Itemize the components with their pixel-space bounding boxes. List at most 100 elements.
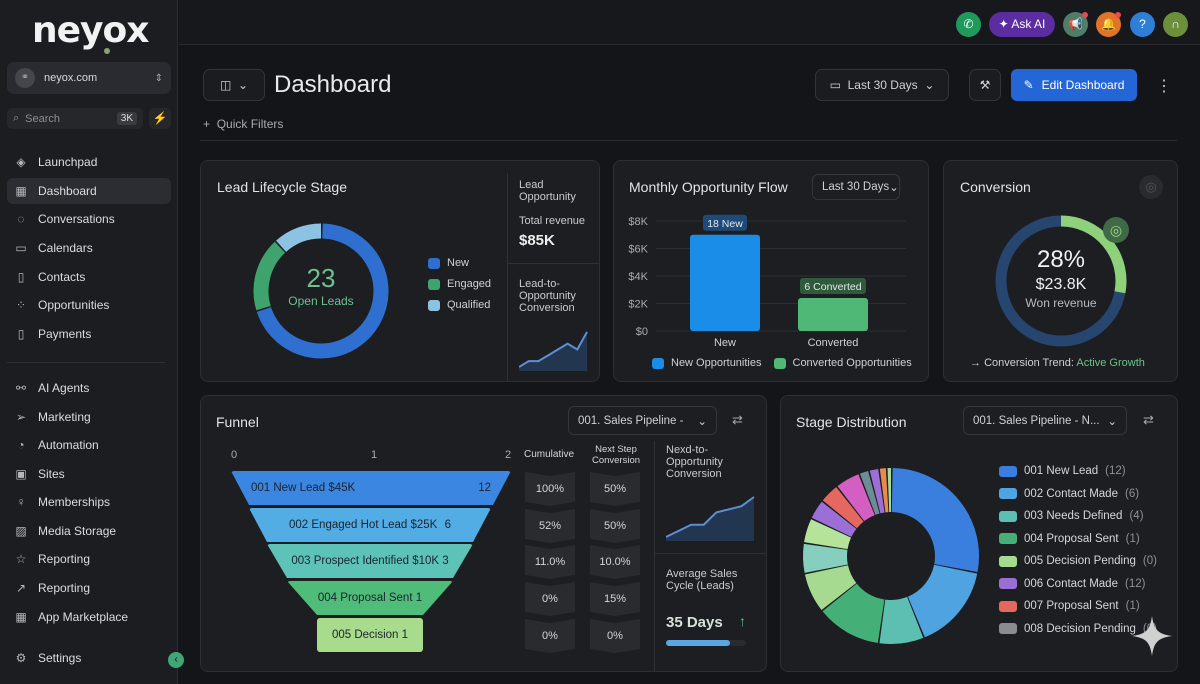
magic-wand-button[interactable]: ⚒ xyxy=(969,69,1001,101)
filter-settings-icon[interactable]: ⇄ xyxy=(1143,412,1154,427)
edit-dashboard-label: Edit Dashboard xyxy=(1041,78,1125,92)
funnel-stage[interactable]: 004 Proposal Sent 1 xyxy=(287,581,453,615)
sites-icon: ▣ xyxy=(15,467,27,481)
y-tick-label: $8K xyxy=(628,216,648,228)
page-title: Dashboard xyxy=(274,71,392,98)
award-icon: ♀ xyxy=(16,495,26,509)
phone-icon[interactable]: ✆ xyxy=(956,12,981,37)
avatar[interactable]: ∩ xyxy=(1163,12,1188,37)
sparkline-line xyxy=(666,496,755,538)
ask-ai-button[interactable]: ✦ Ask AI xyxy=(989,12,1055,37)
legend-item: Engaged xyxy=(428,278,491,290)
sidebar-item-calendars[interactable]: ▭ Calendars xyxy=(7,235,171,261)
chat-icon: ◌ xyxy=(17,212,25,226)
open-leads-label: Open Leads xyxy=(288,294,354,308)
pipeline-select[interactable]: 001. Sales Pipeline - ⌄ xyxy=(568,406,717,435)
sidebar: neyox ⚭ neyox.com ⇕ ⌕ Search 3K ⚡ ◈ Launchpad… xyxy=(0,0,184,684)
cumulative-header: Cumulative xyxy=(524,449,575,460)
legend-count: (4) xyxy=(1129,510,1144,522)
sidebar-item-launchpad[interactable]: ◈ Launchpad xyxy=(7,149,171,175)
donut-slice xyxy=(276,223,322,253)
funnel-stage-count: 12 xyxy=(478,482,491,494)
legend-count: (0) xyxy=(1142,555,1157,567)
legend-label: 008 Decision Pending xyxy=(1024,622,1136,635)
legend-item[interactable]: 006 Contact Made (12) xyxy=(999,578,1157,590)
date-range-select[interactable]: ▭ Last 30 Days ⌄ xyxy=(815,69,949,101)
sidebar-item-settings[interactable]: ⚙ Settings xyxy=(7,645,171,671)
divider xyxy=(507,173,508,381)
legend-item[interactable]: 004 Proposal Sent (1) xyxy=(999,533,1157,545)
layout-switcher-button[interactable]: ◫ ⌄ xyxy=(203,69,265,101)
search-input[interactable]: ⌕ Search 3K xyxy=(7,108,143,129)
cumulative-cell: 0% xyxy=(525,582,575,616)
sidebar-item-sites[interactable]: ▣ Sites xyxy=(7,461,171,487)
data-label-bg xyxy=(703,214,747,231)
sidebar-item-label: Dashboard xyxy=(38,184,97,198)
funnel-stage[interactable]: 002 Engaged Hot Lead $25K 6 xyxy=(249,508,491,542)
donut-slice xyxy=(811,501,857,538)
x-tick-label: New xyxy=(714,337,736,349)
target-icon[interactable]: ◎ xyxy=(1139,175,1163,199)
chevron-down-icon: ⌄ xyxy=(697,415,707,428)
legend-swatch xyxy=(652,357,664,369)
sidebar-item-media-storage[interactable]: ▨ Media Storage xyxy=(7,518,171,544)
bar-chart: $0 $2K $4K $6K $8K 18 New New 6 Converted Conver… xyxy=(628,214,906,349)
more-options-icon[interactable]: ⋮ xyxy=(1156,78,1172,95)
search-icon: ⌕ xyxy=(13,112,20,124)
funnel-stage[interactable]: 003 Prospect Identified $10K 3 xyxy=(267,544,473,578)
sidebar-item-automation[interactable]: ◔ Automation xyxy=(7,432,171,458)
donut-slice xyxy=(879,596,924,644)
legend-label: 006 Contact Made xyxy=(1024,577,1118,590)
sidebar-item-label: Reporting xyxy=(38,552,91,566)
next-step-cell: 0% xyxy=(590,619,640,653)
bolt-icon[interactable]: ⚡ xyxy=(149,108,171,129)
legend-item[interactable]: 007 Proposal Sent (1) xyxy=(999,600,1157,612)
pipeline-select[interactable]: 001. Sales Pipeline - N... ⌄ xyxy=(963,406,1127,435)
sidebar-item-conversations[interactable]: ◌ Conversations xyxy=(7,206,171,232)
lead-opportunity-title: Lead Opportunity xyxy=(519,179,576,203)
plus-icon: + xyxy=(203,117,217,131)
legend-count: (12) xyxy=(1124,577,1146,590)
quick-filters-label: Quick Filters xyxy=(216,117,284,131)
bell-icon[interactable]: 🔔 xyxy=(1096,12,1121,37)
funnel-stage[interactable]: 005 Decision 1 xyxy=(317,618,423,652)
edit-dashboard-button[interactable]: ✎ Edit Dashboard xyxy=(1011,69,1137,101)
sidebar-item-label: App Marketplace xyxy=(38,610,129,624)
sidebar-item-reporting[interactable]: ↗ Reporting xyxy=(7,575,171,601)
open-leads-count: 23 xyxy=(306,263,336,293)
legend-item[interactable]: 002 Contact Made (6) xyxy=(999,488,1157,500)
filter-settings-icon[interactable]: ⇄ xyxy=(732,412,743,427)
sidebar-item-payments[interactable]: ▯ Payments xyxy=(7,321,171,347)
calendar-icon: ▭ xyxy=(829,78,848,92)
sidebar-item-app-marketplace[interactable]: ▦ App Marketplace xyxy=(7,604,171,630)
legend-label: New Opportunities xyxy=(671,357,762,369)
funnel-axis-label: 2 xyxy=(504,449,512,461)
sidebar-item-marketing[interactable]: ➢ Marketing xyxy=(7,404,171,430)
search-placeholder: Search xyxy=(25,112,61,125)
sidebar-item-opportunities[interactable]: ⁘ Opportunities xyxy=(7,292,171,318)
gauge-fill xyxy=(1060,215,1127,294)
sidebar-item-memberships[interactable]: ♀ Memberships xyxy=(7,489,171,515)
range-select[interactable]: Last 30 Days ⌄ xyxy=(812,174,900,200)
announcement-icon[interactable]: 📢 xyxy=(1063,12,1088,37)
sidebar-item-ai-agents[interactable]: ⚯ AI Agents xyxy=(7,375,171,401)
range-value: Last 30 Days xyxy=(822,181,890,193)
legend-item[interactable]: 003 Needs Defined (4) xyxy=(999,510,1157,522)
x-tick-label: Converted xyxy=(808,337,859,349)
legend-swatch xyxy=(773,357,786,369)
collapse-sidebar-button[interactable]: ‹ xyxy=(168,652,184,668)
account-switcher[interactable]: ⚭ neyox.com ⇕ xyxy=(7,62,171,94)
sidebar-item-contacts[interactable]: ▯ Contacts xyxy=(7,264,171,290)
legend-item[interactable]: 005 Decision Pending (0) xyxy=(999,555,1157,567)
donut-slice xyxy=(822,487,865,529)
legend-item[interactable]: 001 New Lead (12) xyxy=(999,465,1157,477)
funnel-stage-label: 002 Engaged Hot Lead $25K xyxy=(289,519,438,531)
arrow-up-icon: ↑ xyxy=(739,613,746,629)
sidebar-item-reporting[interactable]: ☆ Reporting xyxy=(7,546,171,572)
funnel-stage[interactable]: 001 New Lead $45K 12 xyxy=(231,471,511,505)
quick-filters-button[interactable]: + Quick Filters xyxy=(203,117,283,131)
sidebar-item-dashboard[interactable]: ▦ Dashboard xyxy=(7,178,171,204)
chevron-down-icon: ⌄ xyxy=(1107,415,1117,428)
help-button[interactable]: ? xyxy=(1130,12,1155,37)
monthly-opportunity-card: Monthly Opportunity Flow Last 30 Days ⌄ $… xyxy=(613,160,929,382)
